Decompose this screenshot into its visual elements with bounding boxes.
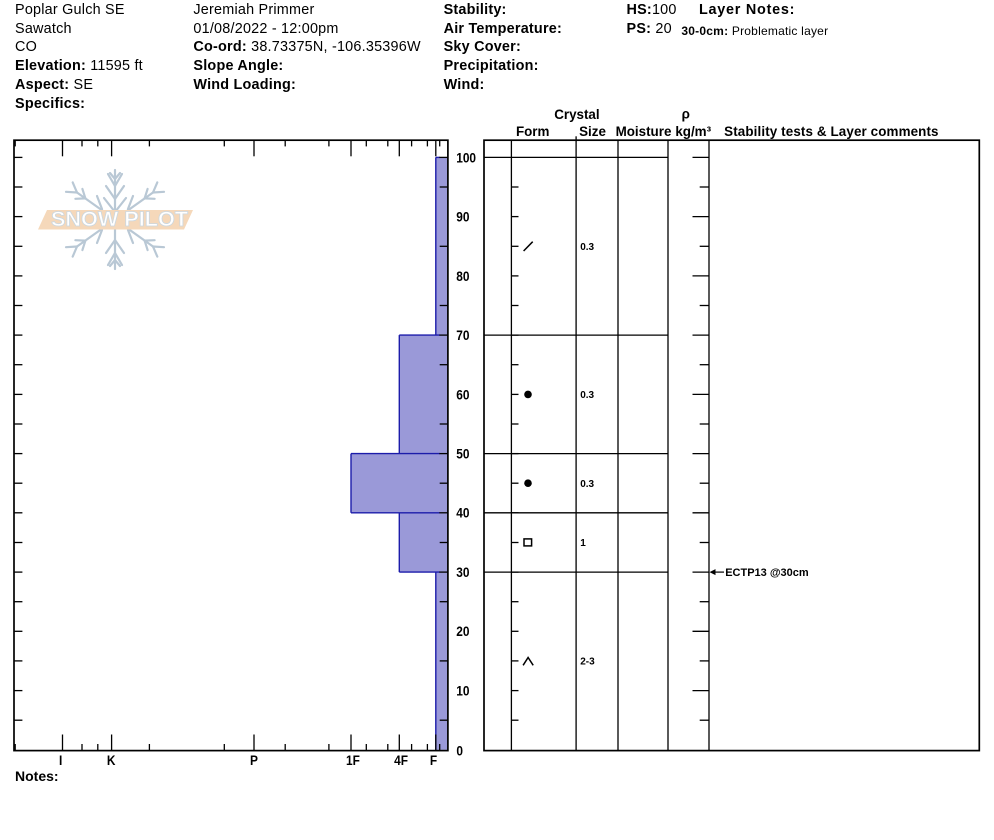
svg-text:SNOW PILOT: SNOW PILOT [51, 208, 188, 231]
svg-text:K: K [107, 752, 116, 768]
svg-text:P: P [250, 752, 258, 768]
svg-text:0.3: 0.3 [580, 242, 594, 253]
svg-text:ρ: ρ [682, 107, 690, 122]
svg-text:80: 80 [456, 268, 469, 284]
svg-text:2-3: 2-3 [580, 657, 595, 668]
svg-text:kg/m³: kg/m³ [675, 124, 711, 139]
svg-text:90: 90 [456, 209, 469, 225]
svg-text:4F: 4F [394, 752, 408, 768]
svg-text:30: 30 [456, 564, 469, 580]
svg-text:1: 1 [580, 538, 586, 549]
svg-text:60: 60 [456, 386, 469, 402]
svg-text:70: 70 [456, 327, 469, 343]
svg-text:Notes:: Notes: [15, 768, 59, 784]
svg-text:40: 40 [456, 505, 469, 521]
svg-text:Stability tests & Layer commen: Stability tests & Layer comments [724, 124, 938, 139]
svg-text:Moisture: Moisture [616, 124, 672, 139]
svg-text:F: F [430, 752, 437, 768]
svg-text:Form: Form [516, 124, 550, 139]
svg-text:100: 100 [456, 149, 476, 165]
svg-text:0: 0 [456, 743, 463, 759]
svg-text:20: 20 [456, 623, 469, 639]
svg-text:0.3: 0.3 [580, 390, 594, 401]
svg-text:10: 10 [456, 683, 469, 699]
svg-text:I: I [59, 752, 62, 768]
svg-text:Size: Size [579, 124, 606, 139]
svg-text:1F: 1F [346, 752, 360, 768]
svg-text:ECTP13 @30cm: ECTP13 @30cm [725, 567, 809, 579]
svg-text:0.3: 0.3 [580, 479, 594, 490]
svg-text:50: 50 [456, 446, 469, 462]
svg-text:Crystal: Crystal [554, 107, 599, 122]
